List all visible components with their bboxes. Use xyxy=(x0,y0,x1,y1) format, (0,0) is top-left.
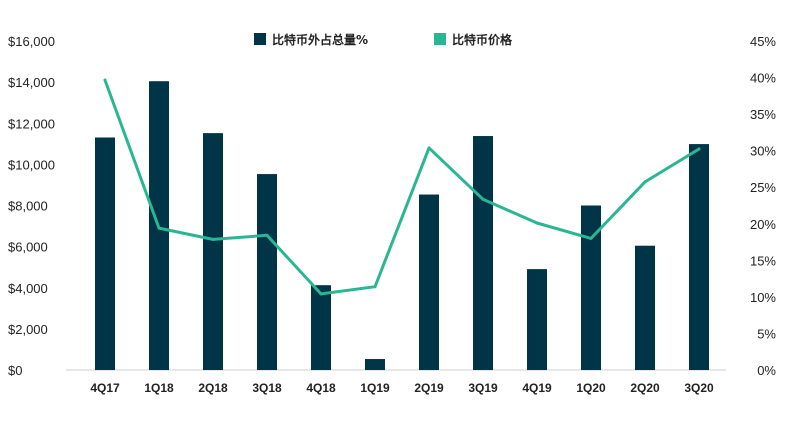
price-point-1q20 xyxy=(589,236,593,240)
bar-3q18 xyxy=(257,174,277,370)
price-point-2q20 xyxy=(643,180,647,184)
price-point-2q18 xyxy=(211,237,215,241)
left-axis-tick-label: $8,000 xyxy=(8,199,48,214)
price-point-3q19 xyxy=(481,197,485,201)
bar-4q18 xyxy=(311,285,331,370)
price-point-3q20 xyxy=(697,147,701,151)
x-axis-tick-label: 2Q20 xyxy=(630,381,660,395)
bar-2q18 xyxy=(203,133,223,370)
bar-1q20 xyxy=(581,205,601,370)
x-axis-tick-label: 1Q20 xyxy=(576,381,606,395)
right-axis-tick-label: 10% xyxy=(750,290,776,305)
left-axis-tick-label: $10,000 xyxy=(8,157,55,172)
left-axis-tick-label: $12,000 xyxy=(8,116,55,131)
x-axis-tick-label: 4Q18 xyxy=(306,381,336,395)
right-axis-tick-label: 0% xyxy=(757,363,776,378)
price-point-1q19 xyxy=(373,285,377,289)
left-axis: $0 $2,000 $4,000 $6,000 $8,000 $10,000 $12,000… xyxy=(8,34,55,378)
line-series xyxy=(103,78,701,296)
right-axis-tick-label: 20% xyxy=(750,217,776,232)
left-axis-tick-label: $4,000 xyxy=(8,281,48,296)
left-axis-tick-label: $14,000 xyxy=(8,75,55,90)
right-axis-tick-label: 35% xyxy=(750,107,776,122)
x-axis-tick-label: 1Q19 xyxy=(360,381,390,395)
x-axis-tick-label: 1Q18 xyxy=(144,381,174,395)
x-axis-tick-label: 2Q19 xyxy=(414,381,444,395)
legend-label-bar: 比特币外占总量% xyxy=(272,32,368,47)
price-point-4q18 xyxy=(319,292,323,296)
x-axis-tick-label: 3Q20 xyxy=(684,381,714,395)
left-axis-tick-label: $16,000 xyxy=(8,34,55,49)
bar-4q17 xyxy=(95,137,115,370)
right-axis: 0% 5% 10% 15% 20% 25% 30% 35% 40% 45% xyxy=(750,34,776,378)
bar-4q19 xyxy=(527,269,547,370)
legend-swatch-bar xyxy=(254,33,266,45)
legend-label-line: 比特币价格 xyxy=(452,32,513,47)
bar-2q20 xyxy=(635,245,655,370)
bar-series xyxy=(95,81,709,370)
bar-3q19 xyxy=(473,136,493,370)
price-point-2q19 xyxy=(427,146,431,150)
x-axis-tick-label: 4Q19 xyxy=(522,381,552,395)
right-axis-tick-label: 15% xyxy=(750,253,776,268)
price-line xyxy=(103,78,701,296)
left-axis-tick-label: $2,000 xyxy=(8,322,48,337)
x-axis-tick-label: 4Q17 xyxy=(90,381,120,395)
left-axis-tick-label: $0 xyxy=(8,363,22,378)
price-point-4q19 xyxy=(535,221,539,225)
x-axis-tick-label: 2Q18 xyxy=(198,381,228,395)
x-axis-tick-label: 3Q18 xyxy=(252,381,282,395)
x-axis-tick-label: 3Q19 xyxy=(468,381,498,395)
price-point-1q18 xyxy=(157,226,161,230)
chart-legend: 比特币外占总量% 比特币价格 xyxy=(254,32,513,47)
right-axis-tick-label: 30% xyxy=(750,144,776,159)
bar-3q20 xyxy=(689,144,709,370)
x-axis: 4Q17 1Q18 2Q18 3Q18 4Q18 1Q19 2Q19 3Q19 4Q19 1Q20… xyxy=(90,381,714,395)
legend-swatch-line xyxy=(434,33,446,45)
right-axis-tick-label: 40% xyxy=(750,71,776,86)
bar-1q19 xyxy=(365,359,385,370)
bar-2q19 xyxy=(419,194,439,370)
price-point-3q18 xyxy=(265,233,269,237)
right-axis-tick-label: 25% xyxy=(750,180,776,195)
right-axis-tick-label: 5% xyxy=(757,326,776,341)
left-axis-tick-label: $6,000 xyxy=(8,240,48,255)
right-axis-tick-label: 45% xyxy=(750,34,776,49)
price-point-4q17 xyxy=(103,78,107,82)
